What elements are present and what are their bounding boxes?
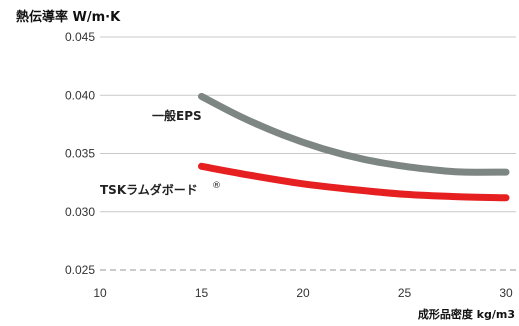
series-line-eps	[198, 92, 510, 176]
x-axis-title: 成形品密度 kg/m3	[418, 307, 515, 321]
series-labels: 一般EPS TSKラムダボード ®	[100, 108, 221, 197]
x-tick-label: 25	[398, 286, 412, 300]
series-label-tsk: TSKラムダボード	[100, 182, 198, 197]
x-tick-label: 20	[296, 286, 310, 300]
x-tick-label: 15	[195, 286, 209, 300]
series-lines	[198, 92, 510, 202]
x-tick-label: 30	[499, 286, 513, 300]
series-line-tsk-lambda-board	[198, 162, 510, 202]
y-tick-label: 0.040	[65, 88, 95, 102]
y-tick-label: 0.030	[65, 205, 95, 219]
y-axis-title: 熱伝導率 W/m·K	[16, 9, 121, 25]
gridlines	[100, 36, 516, 271]
y-tick-label: 0.045	[65, 30, 95, 44]
y-tick-label: 0.025	[65, 263, 95, 277]
x-tick-labels: 10 15 20 25 30	[93, 286, 513, 300]
x-tick-label: 10	[93, 286, 107, 300]
y-tick-labels: 0.045 0.040 0.035 0.030 0.025	[65, 30, 95, 277]
series-label-eps: 一般EPS	[152, 108, 202, 123]
registered-mark: ®	[212, 181, 221, 191]
y-tick-label: 0.035	[65, 147, 95, 161]
